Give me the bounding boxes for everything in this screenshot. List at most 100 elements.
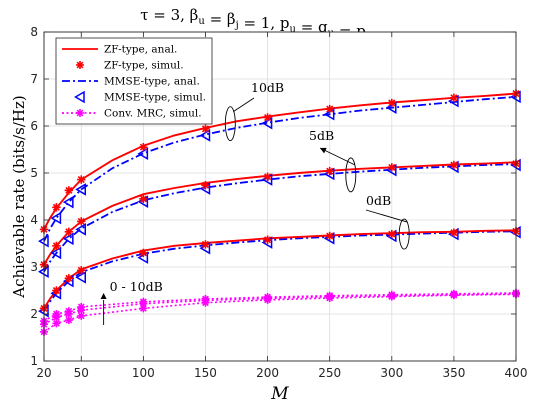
zf-simul-point-10dB-250 bbox=[325, 104, 334, 114]
zf-simul-point-5dB-30 bbox=[52, 241, 61, 251]
legend-marker-3 bbox=[74, 90, 85, 104]
zf-simul-point-10dB-50 bbox=[77, 175, 86, 184]
mmse-simul-point-10dB-50 bbox=[75, 183, 87, 196]
y-tick-label-5: 5 bbox=[30, 166, 38, 180]
x-tick-label-50: 50 bbox=[74, 366, 89, 380]
legend-item-1: ZF-type, simul. bbox=[76, 60, 184, 72]
zf-simul-point-5dB-50 bbox=[77, 217, 86, 226]
zf-simul-point-10dB-150 bbox=[201, 124, 210, 134]
mmse-simul-point-10dB-40 bbox=[62, 195, 74, 209]
label-0db: 0dB bbox=[366, 193, 391, 208]
mrc-line-10dB bbox=[43, 292, 517, 322]
y-axis-label: Achievable rate (bits/s/Hz) bbox=[10, 95, 28, 298]
mrc-line-5dB bbox=[43, 293, 517, 325]
x-tick-label-20: 20 bbox=[36, 366, 51, 380]
zf-simul-point-10dB-100 bbox=[139, 142, 148, 152]
arrow-mrc-head bbox=[100, 293, 107, 299]
zf-simul-point-5dB-250 bbox=[325, 166, 334, 176]
legend-marker-4 bbox=[76, 109, 84, 117]
mmse-anal-line-10dB bbox=[43, 96, 517, 242]
mrc-point-0dB-200 bbox=[263, 295, 272, 304]
mrc-point-5dB-50 bbox=[77, 306, 86, 315]
label-10db: 10dB bbox=[251, 80, 284, 95]
zf-simul-point-10dB-200 bbox=[263, 113, 272, 122]
legend-label-0: ZF-type, anal. bbox=[104, 44, 177, 56]
legend-label-4: Conv. MRC, simul. bbox=[104, 108, 202, 120]
axis-labels: M Achievable rate (bits/s/Hz) bbox=[10, 95, 289, 404]
mmse-simul-point-0dB-50 bbox=[75, 271, 87, 284]
zf-simul-point-5dB-300 bbox=[387, 163, 396, 172]
legend-label-3: MMSE-type, simul. bbox=[104, 92, 206, 104]
y-tick-label-4: 4 bbox=[30, 213, 38, 227]
zf-simul-point-5dB-40 bbox=[64, 227, 74, 236]
arrow-5db-shaft bbox=[319, 147, 355, 166]
mrc-point-0dB-40 bbox=[64, 316, 73, 325]
zf-simul-point-0dB-250 bbox=[325, 231, 334, 241]
y-tick-label-8: 8 bbox=[30, 25, 38, 39]
legend: ZF-type, anal. ZF-type, simul. MMSE-type, … bbox=[55, 37, 213, 125]
zf-simul-point-0dB-200 bbox=[263, 235, 272, 244]
label-5db: 5dB bbox=[309, 128, 334, 143]
leader-10db bbox=[233, 97, 255, 113]
legend-item-0: ZF-type, anal. bbox=[62, 44, 177, 56]
zf-simul-point-10dB-30 bbox=[52, 203, 61, 212]
y-tick-label-1: 1 bbox=[30, 354, 38, 368]
ellipse-5db bbox=[345, 157, 357, 193]
mrc-point-0dB-250 bbox=[325, 294, 334, 303]
y-tick-label-7: 7 bbox=[30, 72, 38, 86]
axes-box bbox=[43, 31, 517, 362]
legend-marker-1 bbox=[76, 61, 84, 69]
zf-simul-point-5dB-100 bbox=[139, 194, 148, 204]
y-tick-label-3: 3 bbox=[30, 260, 38, 274]
annotations: 10dB 5dB 0dB 0 - 10dB bbox=[100, 80, 410, 325]
series-group-5dB bbox=[38, 158, 521, 279]
legend-item-4: Conv. MRC, simul. bbox=[62, 108, 202, 120]
axes bbox=[43, 31, 517, 362]
x-tick-label-350: 350 bbox=[442, 366, 465, 380]
zf-simul-point-0dB-300 bbox=[387, 229, 396, 239]
x-tick-label-100: 100 bbox=[132, 366, 155, 380]
tick-labels: 20 50 100 150 200 250 300 350 400 1 2 3 4 5 6 7 8 bbox=[30, 25, 527, 380]
mmse-simul-point-5dB-40 bbox=[62, 232, 74, 246]
mrc-point-0dB-300 bbox=[387, 292, 396, 301]
zf-simul-point-0dB-40 bbox=[64, 274, 74, 283]
zf-simul-point-10dB-300 bbox=[387, 98, 396, 108]
mrc-line-0dB bbox=[43, 293, 517, 333]
mrc-point-0dB-30 bbox=[52, 319, 61, 328]
zf-simul-point-0dB-350 bbox=[449, 228, 459, 237]
x-tick-label-150: 150 bbox=[194, 366, 217, 380]
mrc-point-0dB-150 bbox=[201, 298, 210, 307]
mmse-anal-line-5dB bbox=[43, 163, 517, 273]
zf-simul-point-5dB-200 bbox=[263, 172, 272, 181]
mmse-simul-point-5dB-30 bbox=[50, 246, 62, 260]
x-tick-label-400: 400 bbox=[505, 366, 528, 380]
mrc-point-0dB-50 bbox=[77, 311, 86, 320]
mmse-simul-point-10dB-30 bbox=[50, 211, 62, 225]
legend-item-3: MMSE-type, simul. bbox=[74, 90, 206, 104]
x-axis-label: M bbox=[270, 384, 289, 404]
zf-simul-point-0dB-100 bbox=[139, 248, 148, 258]
y-tick-label-6: 6 bbox=[30, 119, 38, 133]
mrc-point-0dB-100 bbox=[139, 304, 148, 313]
legend-label-1: ZF-type, simul. bbox=[104, 60, 184, 72]
zf-simul-point-10dB-350 bbox=[449, 93, 459, 102]
label-0-10db: 0 - 10dB bbox=[110, 279, 163, 294]
y-tick-label-2: 2 bbox=[30, 307, 38, 321]
zf-simul-point-5dB-150 bbox=[201, 181, 210, 190]
ellipse-0db bbox=[398, 218, 410, 250]
zf-simul-point-0dB-30 bbox=[52, 286, 61, 295]
x-tick-label-250: 250 bbox=[318, 366, 341, 380]
mmse-simul-point-5dB-50 bbox=[75, 223, 87, 236]
ellipse-10db bbox=[224, 106, 236, 142]
zf-simul-point-5dB-350 bbox=[449, 160, 459, 170]
zf-simul-point-0dB-50 bbox=[77, 266, 86, 275]
x-tick-label-200: 200 bbox=[256, 366, 279, 380]
leader-0db bbox=[365, 209, 408, 223]
mrc-point-0dB-350 bbox=[449, 291, 458, 300]
legend-item-2: MMSE-type, anal. bbox=[62, 76, 200, 88]
zf-simul-point-0dB-150 bbox=[201, 240, 210, 249]
zf-simul-point-10dB-40 bbox=[64, 186, 74, 195]
x-tick-label-300: 300 bbox=[380, 366, 403, 380]
arrow-5db-head bbox=[320, 147, 327, 154]
